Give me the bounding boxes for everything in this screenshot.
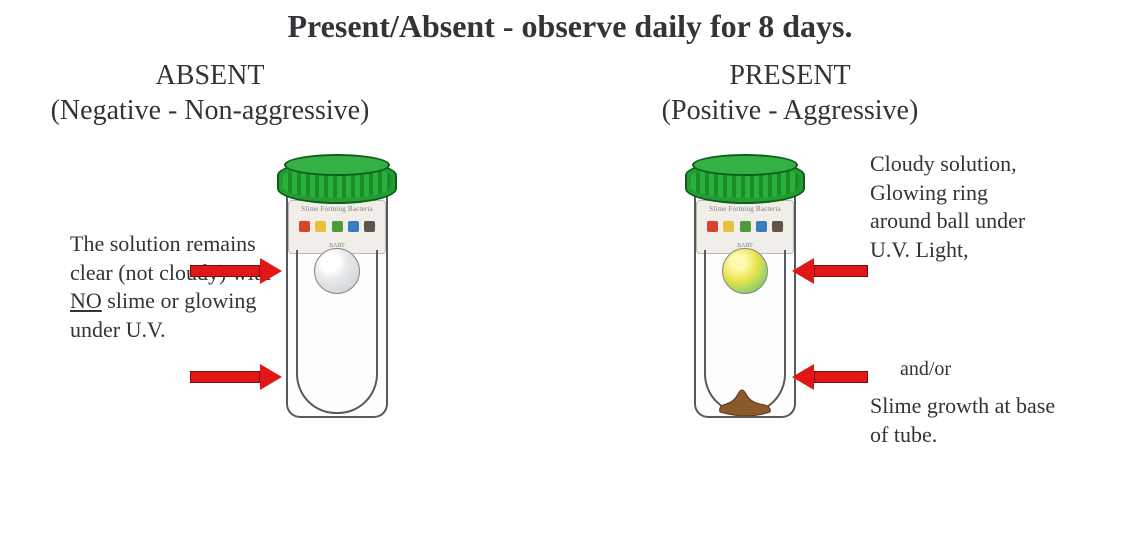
vial-label: Slime Forming Bacteria BART <box>696 200 794 254</box>
present-heading: PRESENT <box>590 58 990 93</box>
present-description-bottom: Slime growth at base of tube. <box>870 392 1060 449</box>
vial-label-line1: Slime Forming Bacteria <box>703 205 787 213</box>
present-header: PRESENT (Positive - Aggressive) <box>590 58 990 128</box>
vial-label-line1: Slime Forming Bacteria <box>295 205 379 213</box>
arrow-ball-present <box>792 262 868 280</box>
arrow-base-present <box>792 368 868 386</box>
vial-label-dots <box>299 219 375 233</box>
vial-label-dots <box>707 219 783 233</box>
ball-clear <box>314 248 360 294</box>
present-description-top: Cloudy solution, Glowing ring around bal… <box>870 150 1040 264</box>
absent-desc-no: NO <box>70 288 102 313</box>
absent-description: The solution remains clear (not cloudy) … <box>70 230 280 344</box>
vial-cap-top <box>692 154 798 176</box>
present-andor: and/or <box>900 356 951 382</box>
absent-sub: (Negative - Non-aggressive) <box>10 93 410 128</box>
arrow-base-absent <box>190 368 282 386</box>
absent-header: ABSENT (Negative - Non-aggressive) <box>10 58 410 128</box>
vial-label: Slime Forming Bacteria BART <box>288 200 386 254</box>
present-sub: (Positive - Aggressive) <box>590 93 990 128</box>
slime-icon <box>716 386 774 416</box>
vial-absent: Slime Forming Bacteria BART <box>272 160 402 440</box>
page-title: Present/Absent - observe daily for 8 day… <box>0 8 1140 45</box>
vial-present: Slime Forming Bacteria BART <box>680 160 810 440</box>
vial-cap-top <box>284 154 390 176</box>
absent-heading: ABSENT <box>10 58 410 93</box>
ball-glowing <box>722 248 768 294</box>
arrow-ball-absent <box>190 262 282 280</box>
